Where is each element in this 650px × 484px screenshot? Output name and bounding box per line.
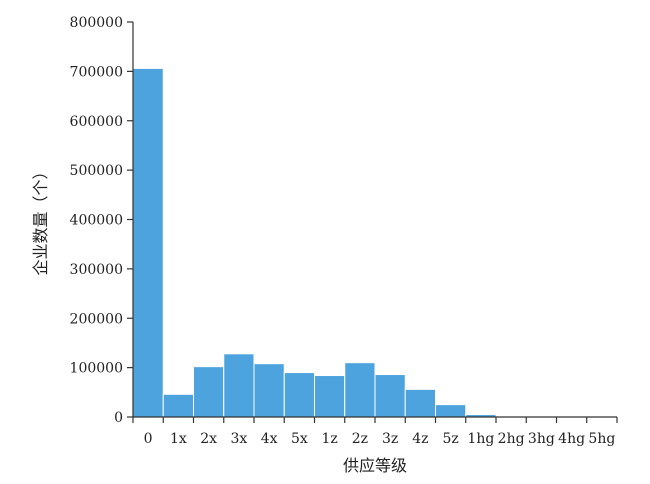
bar-0 (132, 67, 164, 418)
y-tick-label: 200000 (70, 311, 123, 327)
x-axis-title: 供应等级 (343, 456, 407, 475)
y-tick-label: 100000 (70, 361, 123, 377)
y-axis-title: 企业数量（个） (31, 163, 50, 275)
x-tick-label: 4hg (558, 431, 585, 447)
y-tick-label: 400000 (70, 213, 123, 229)
bar-3z (374, 374, 406, 418)
x-tick-label: 3z (382, 431, 398, 447)
x-tick-label: 1hg (467, 431, 494, 447)
y-tick-label: 500000 (70, 163, 123, 179)
x-tick-label: 0 (144, 431, 153, 447)
x-tick-label: 5x (291, 431, 308, 447)
bar-1x (162, 393, 194, 418)
x-tick-label: 1z (321, 431, 337, 447)
x-tick-label: 2z (352, 431, 368, 447)
y-tick-label: 700000 (70, 64, 123, 80)
y-tick-label: 800000 (70, 15, 123, 31)
bar-2x (193, 366, 225, 418)
y-ticks-group: 0 100000 200000 300000 400000 500000 600000 700… (70, 15, 133, 426)
x-tick-label: 1x (170, 431, 187, 447)
bar-2z (344, 362, 376, 418)
bar-3x (223, 353, 255, 418)
bar-4z (404, 388, 436, 418)
x-tick-label: 3x (230, 431, 247, 447)
x-tick-label: 5hg (588, 431, 615, 447)
x-tick-label: 2x (200, 431, 217, 447)
y-tick-label: 0 (114, 410, 123, 426)
x-tick-label: 5z (442, 431, 458, 447)
y-tick-label: 300000 (70, 262, 123, 278)
x-tick-label: 3hg (528, 431, 555, 447)
bar-5x (283, 372, 315, 418)
bar-1z (314, 375, 346, 418)
x-tick-label: 4z (412, 431, 428, 447)
bar-5z (435, 404, 467, 418)
bar-4x (253, 363, 285, 418)
y-tick-label: 600000 (70, 114, 123, 130)
x-tick-label: 4x (261, 431, 278, 447)
x-tick-label: 2hg (498, 431, 525, 447)
x-ticks-group: 0 1x 2x 3x 4x 5x 1z 2z 3z 4z 5z 1hg 2hg 3hg 4hg 5hg (132, 417, 618, 447)
bars-group (132, 67, 618, 418)
